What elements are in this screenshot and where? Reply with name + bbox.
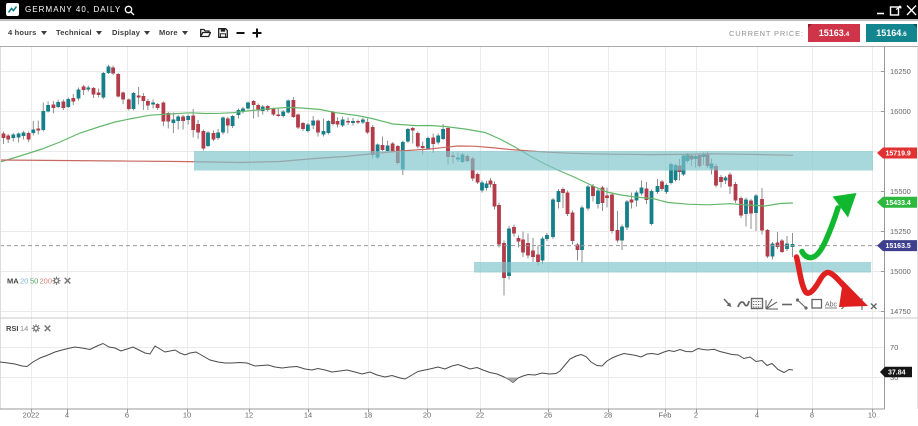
svg-text:14: 14 — [304, 411, 312, 420]
svg-text:10: 10 — [183, 411, 191, 420]
svg-text:70: 70 — [890, 343, 898, 352]
svg-text:15250: 15250 — [890, 227, 911, 236]
svg-text:4: 4 — [755, 411, 759, 420]
svg-text:2022: 2022 — [23, 411, 40, 420]
svg-text:15500: 15500 — [890, 187, 911, 196]
svg-text:MA: MA — [7, 277, 19, 286]
svg-text:15163.5: 15163.5 — [886, 243, 911, 250]
svg-text:14: 14 — [20, 324, 28, 333]
svg-text:12: 12 — [245, 411, 253, 420]
svg-text:10: 10 — [868, 411, 876, 420]
svg-text:26: 26 — [544, 411, 552, 420]
svg-text:Feb: Feb — [659, 411, 672, 420]
svg-text:15000: 15000 — [890, 267, 911, 276]
svg-text:20: 20 — [20, 277, 28, 286]
svg-text:15719.9: 15719.9 — [886, 151, 911, 158]
svg-text:RSI: RSI — [6, 324, 19, 333]
svg-text:30: 30 — [890, 373, 898, 382]
svg-text:8: 8 — [810, 411, 814, 420]
svg-text:22: 22 — [476, 411, 484, 420]
svg-text:14750: 14750 — [890, 307, 911, 316]
svg-text:50: 50 — [30, 277, 38, 286]
svg-text:20: 20 — [423, 411, 431, 420]
svg-text:16000: 16000 — [890, 107, 911, 116]
svg-text:18: 18 — [364, 411, 372, 420]
svg-text:2: 2 — [694, 411, 698, 420]
svg-text:4: 4 — [65, 411, 69, 420]
svg-text:16250: 16250 — [890, 67, 911, 76]
svg-text:Abc: Abc — [825, 302, 838, 309]
svg-text:15433.4: 15433.4 — [886, 200, 911, 207]
svg-text:200: 200 — [40, 277, 53, 286]
svg-text:6: 6 — [125, 411, 129, 420]
svg-text:37.84: 37.84 — [888, 370, 906, 377]
svg-text:28: 28 — [604, 411, 612, 420]
